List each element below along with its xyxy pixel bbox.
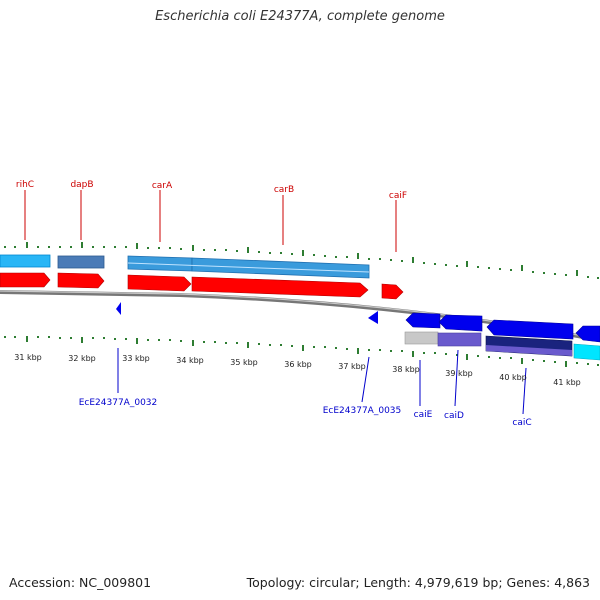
forward-cds-track bbox=[0, 272, 404, 300]
gene-label-caiE: caiE bbox=[414, 410, 433, 420]
cds-caiE-arrow bbox=[405, 312, 441, 329]
scale-label-36kbp: 36 kbp bbox=[284, 360, 312, 369]
scale-label-32kbp: 32 kbp bbox=[68, 354, 96, 363]
map-title: Escherichia coli E24377A, complete genom… bbox=[155, 9, 445, 24]
scale-label-34kbp: 34 kbp bbox=[176, 356, 204, 365]
feature-caiD-region bbox=[437, 332, 482, 347]
cds-carA-arrow bbox=[127, 274, 192, 292]
scale-label-40kbp: 40 kbp bbox=[499, 373, 527, 382]
gene-label-caiD: caiD bbox=[444, 411, 464, 421]
gene-label-carA: carA bbox=[152, 181, 173, 191]
cds-dapB-arrow bbox=[57, 272, 105, 289]
feature-caiB-region bbox=[573, 343, 600, 361]
feature-dapB-region bbox=[57, 255, 105, 269]
cds-EcE24377A_0035-arrow bbox=[368, 311, 378, 324]
gene-label-carB: carB bbox=[274, 185, 294, 195]
cds-EcE24377A_0032-arrow bbox=[116, 302, 121, 315]
cds-caiF-arrow bbox=[381, 283, 404, 300]
cds-caiB-arrow bbox=[575, 325, 600, 343]
gene-label-rihC: rihC bbox=[16, 180, 34, 190]
bottom-gene-leaders bbox=[117, 348, 527, 415]
scale-label-38kbp: 38 kbp bbox=[392, 365, 420, 374]
feature-track-lower bbox=[404, 331, 600, 361]
cds-caiC-arrow bbox=[486, 319, 574, 340]
genome-summary-text: Topology: circular; Length: 4,979,619 bp… bbox=[246, 575, 590, 590]
gene-label-EcE24377A_0035: EcE24377A_0035 bbox=[323, 406, 402, 416]
top-gene-leaders bbox=[24, 190, 397, 252]
feature-rihC-region bbox=[0, 254, 51, 268]
scale-label-31kbp: 31 kbp bbox=[14, 353, 42, 362]
gene-label-caiC: caiC bbox=[512, 418, 531, 428]
scale-label-37kbp: 37 kbp bbox=[338, 362, 366, 371]
feature-track-upper bbox=[0, 254, 370, 279]
accession-text: Accession: NC_009801 bbox=[9, 575, 152, 590]
reverse-cds-track bbox=[116, 302, 600, 343]
inner-tick-row bbox=[4, 336, 599, 367]
scale-label-41kbp: 41 kbp bbox=[553, 378, 581, 387]
feature-caiE-region bbox=[404, 331, 439, 345]
gene-label-dapB: dapB bbox=[70, 180, 93, 190]
scale-label-35kbp: 35 kbp bbox=[230, 358, 258, 367]
gene-label-EcE24377A_0032: EcE24377A_0032 bbox=[79, 398, 158, 408]
gene-label-caiF: caiF bbox=[389, 191, 407, 201]
cds-caiD-arrow bbox=[438, 314, 483, 332]
cds-rihC-arrow bbox=[0, 272, 51, 288]
scale-label-39kbp: 39 kbp bbox=[445, 369, 473, 378]
outer-tick-row bbox=[4, 242, 599, 279]
scale-label-33kbp: 33 kbp bbox=[122, 354, 150, 363]
feature-carB-region bbox=[191, 257, 370, 279]
cds-carB-arrow bbox=[191, 276, 369, 298]
